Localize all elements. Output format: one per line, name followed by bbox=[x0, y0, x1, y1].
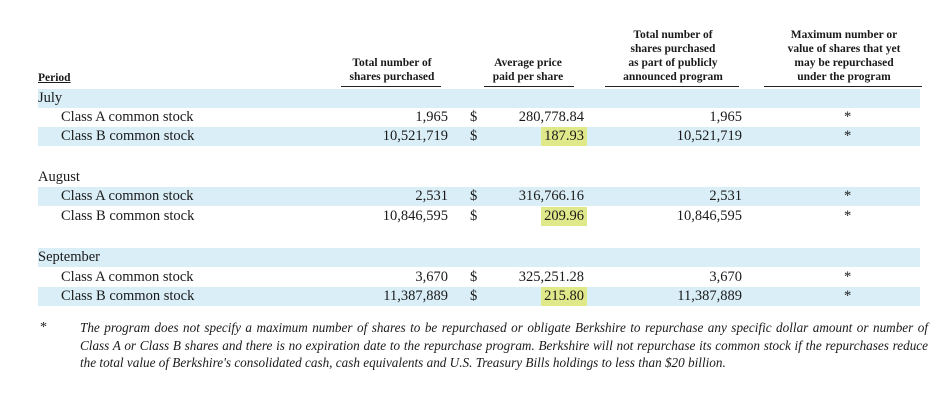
currency-symbol: $ bbox=[470, 288, 478, 304]
month-label: September bbox=[38, 249, 101, 265]
stock-class-label: Class B common stock bbox=[61, 288, 195, 304]
avg-price-cell-highlighted: 187.93 bbox=[541, 127, 587, 146]
header-line: Total number of bbox=[352, 57, 432, 69]
currency-symbol: $ bbox=[470, 109, 478, 125]
avg-price-cell-highlighted: 215.80 bbox=[541, 287, 587, 306]
avg-price-cell-highlighted: 209.96 bbox=[541, 207, 587, 226]
header-line: shares purchased bbox=[630, 43, 716, 55]
program-shares-cell: 10,846,595 bbox=[676, 208, 742, 224]
header-rule bbox=[605, 86, 739, 87]
month-row: July bbox=[38, 89, 920, 108]
shares-purchased-cell: 10,846,595 bbox=[382, 208, 448, 224]
max-value-cell: * bbox=[844, 269, 852, 285]
footnote-marker: * bbox=[40, 320, 47, 335]
header-rule bbox=[764, 86, 922, 87]
max-value-cell: * bbox=[844, 208, 852, 224]
shares-purchased-cell: 11,387,889 bbox=[383, 288, 448, 304]
period-header: Period bbox=[38, 72, 71, 84]
shares-purchased-cell: 1,965 bbox=[415, 109, 448, 125]
stock-class-label: Class A common stock bbox=[61, 188, 194, 204]
header-line: Average price bbox=[494, 57, 562, 69]
table-row: Class B common stock 10,521,719 $ 187.93… bbox=[38, 127, 920, 146]
currency-symbol: $ bbox=[470, 128, 478, 144]
stock-class-label: Class A common stock bbox=[61, 269, 194, 285]
table-row: Class A common stock 2,531 $ 316,766.16 … bbox=[38, 187, 920, 206]
month-row: August bbox=[38, 168, 920, 187]
max-value-cell: * bbox=[844, 109, 852, 125]
shares-purchased-cell: 10,521,719 bbox=[382, 128, 448, 144]
avg-price-cell: 316,766.16 bbox=[518, 188, 584, 204]
table-row: Class B common stock 10,846,595 $ 209.96… bbox=[38, 207, 920, 226]
month-row: September bbox=[38, 248, 920, 267]
header-line: as part of publicly bbox=[628, 57, 718, 69]
header-line: shares purchased bbox=[349, 71, 435, 83]
avg-price-cell: 325,251.28 bbox=[518, 269, 584, 285]
stock-class-label: Class B common stock bbox=[61, 208, 195, 224]
shares-purchased-cell: 2,531 bbox=[415, 188, 448, 204]
program-shares-cell: 10,521,719 bbox=[676, 128, 742, 144]
header-rule bbox=[484, 86, 574, 87]
header-line: under the program bbox=[797, 71, 891, 83]
header-line: Total number of bbox=[633, 29, 713, 41]
program-shares-cell: 11,387,889 bbox=[677, 288, 742, 304]
max-value-cell: * bbox=[844, 128, 852, 144]
program-shares-cell: 1,965 bbox=[709, 109, 742, 125]
table-row: Class B common stock 11,387,889 $ 215.80… bbox=[38, 287, 920, 306]
currency-symbol: $ bbox=[470, 269, 478, 285]
table-row: Class A common stock 1,965 $ 280,778.84 … bbox=[38, 108, 920, 127]
header-line: may be repurchased bbox=[794, 57, 894, 69]
stock-class-label: Class A common stock bbox=[61, 109, 194, 125]
max-value-header: Maximum number or value of shares that y… bbox=[766, 28, 922, 84]
avg-price-cell: 280,778.84 bbox=[518, 109, 584, 125]
total-shares-header: Total number of shares purchased bbox=[337, 56, 447, 84]
footnote-text: The program does not specify a maximum n… bbox=[80, 320, 928, 370]
program-shares-cell: 2,531 bbox=[709, 188, 742, 204]
month-label: August bbox=[38, 169, 80, 185]
header-line: announced program bbox=[623, 71, 723, 83]
header-line: paid per share bbox=[492, 71, 564, 83]
max-value-cell: * bbox=[844, 188, 852, 204]
shares-purchased-cell: 3,670 bbox=[415, 269, 448, 285]
header-rule bbox=[341, 86, 441, 87]
avg-price-header: Average price paid per share bbox=[478, 56, 578, 84]
month-label: July bbox=[38, 90, 63, 106]
currency-symbol: $ bbox=[470, 188, 478, 204]
program-shares-header: Total number of shares purchased as part… bbox=[603, 28, 743, 84]
table-row: Class A common stock 3,670 $ 325,251.28 … bbox=[38, 268, 920, 287]
header-line: value of shares that yet bbox=[787, 43, 901, 55]
program-shares-cell: 3,670 bbox=[709, 269, 742, 285]
currency-symbol: $ bbox=[470, 208, 478, 224]
header-line: Maximum number or bbox=[790, 29, 898, 41]
max-value-cell: * bbox=[844, 288, 852, 304]
stock-class-label: Class B common stock bbox=[61, 128, 195, 144]
